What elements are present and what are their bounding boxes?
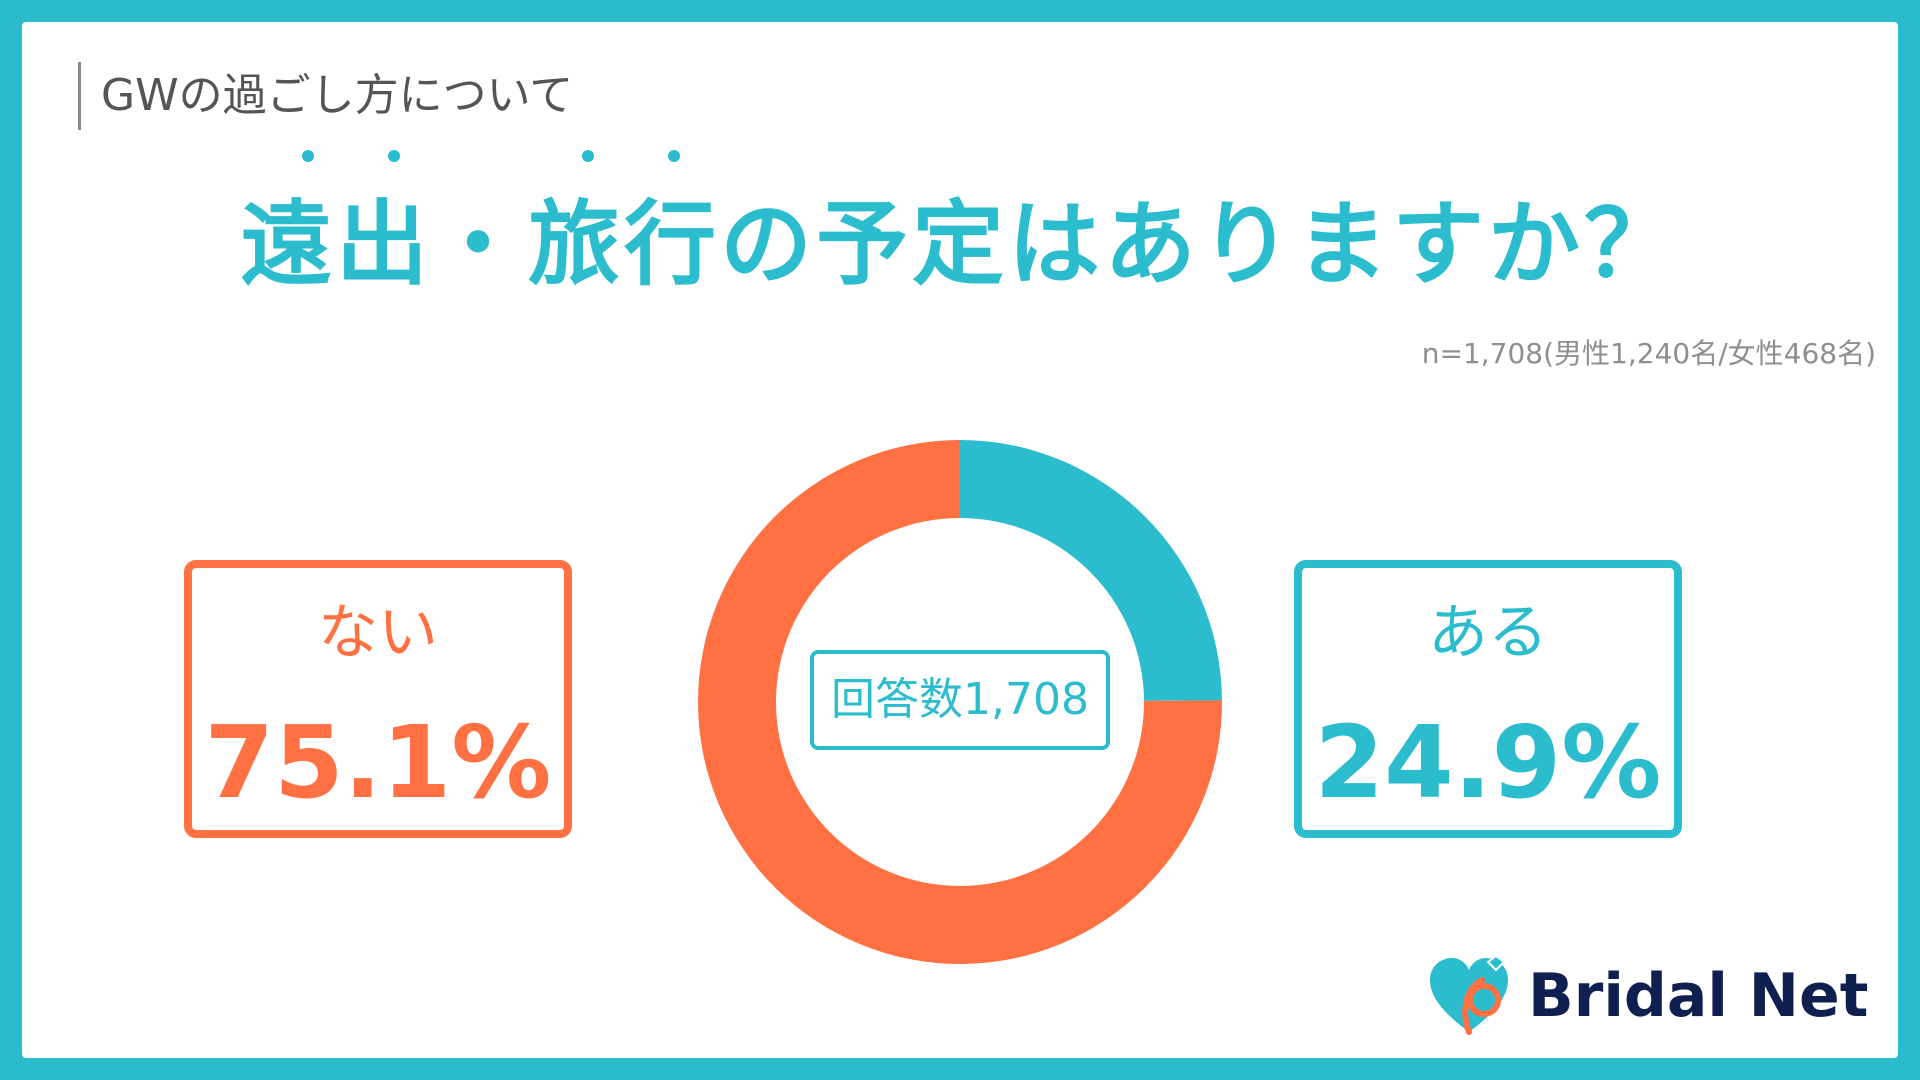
brand-name: Bridal Net	[1528, 961, 1869, 1031]
answer-value-yes: 24.9%	[1314, 704, 1662, 821]
answer-label-yes: ある	[1428, 598, 1548, 668]
answer-label-no: ない	[318, 598, 438, 668]
response-count-badge: 回答数1,708	[810, 650, 1110, 750]
answer-box-no: ない 75.1%	[184, 560, 572, 838]
donut-chart-svg	[698, 440, 1222, 964]
emphasis-dot	[302, 150, 314, 162]
section-label: GWの過ごし方について	[78, 62, 573, 130]
emphasis-dot	[582, 150, 594, 162]
question-title: 遠出・旅行の予定はありますか？	[239, 191, 1680, 298]
heart-ring-icon	[1430, 954, 1508, 1035]
donut-slice-yes	[960, 440, 1222, 701]
emphasis-dots	[0, 150, 1920, 170]
donut-slice-no	[698, 440, 1222, 964]
emphasis-dot	[668, 150, 680, 162]
infographic-card	[22, 22, 1898, 1058]
donut-chart	[698, 440, 1222, 964]
answer-box-yes: ある 24.9%	[1294, 560, 1682, 838]
answer-value-no: 75.1%	[204, 704, 552, 821]
sample-size-note: n=1,708(男性1,240名/女性468名)	[1421, 337, 1876, 370]
emphasis-dot	[388, 150, 400, 162]
